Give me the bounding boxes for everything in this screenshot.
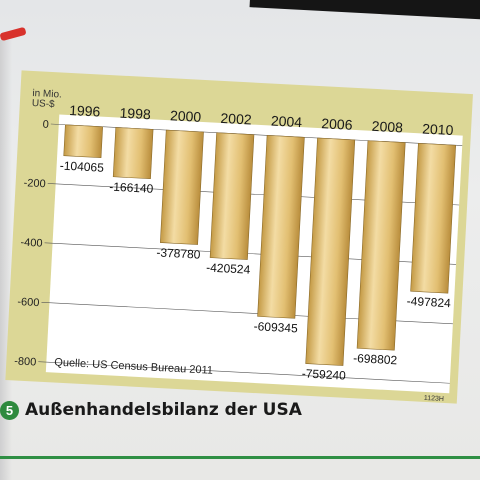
bar	[159, 129, 204, 245]
value-labels: -104065-166140 -378780 -420524 -609345 -7592…	[60, 159, 452, 383]
y-axis-unit-line1: in Mio.	[32, 88, 62, 101]
value-label: -609345	[253, 319, 298, 335]
caption-title: Außenhandelsbilanz der USA	[25, 400, 302, 420]
category-label: 2006	[321, 115, 353, 133]
category-label: 2000	[170, 107, 202, 125]
gridline	[38, 361, 450, 384]
y-axis-unit-line2: US-$	[32, 98, 56, 110]
bar	[410, 142, 456, 294]
bar	[209, 132, 255, 260]
value-label: -497824	[406, 294, 451, 310]
caption-number-badge: 5	[0, 400, 19, 420]
bar	[356, 140, 406, 351]
trade-balance-chart: 0 -200 -400 -600 -800 1996 1998 2000 2002 2004 20…	[0, 62, 480, 436]
chart-svg: 0 -200 -400 -600 -800 1996 1998 2000 2002 2004 20…	[5, 70, 473, 404]
value-label: -378780	[156, 245, 201, 261]
value-label: -759240	[301, 366, 346, 382]
category-label: 1996	[69, 102, 101, 120]
figure-code: 1123H	[424, 395, 444, 403]
category-label: 2010	[422, 120, 454, 138]
category-label: 2008	[371, 118, 403, 136]
bar	[305, 137, 356, 366]
green-divider	[0, 456, 480, 459]
category-label: 2002	[220, 110, 252, 128]
y-tick-label: -400	[20, 237, 43, 250]
value-label: -420524	[206, 260, 251, 276]
y-tick-label: -800	[14, 355, 37, 368]
value-label: -698802	[353, 351, 398, 367]
bars	[63, 124, 456, 366]
category-label: 2004	[271, 113, 303, 131]
value-label: -166140	[109, 180, 154, 196]
bar	[112, 127, 154, 180]
y-tick-label: -600	[17, 296, 40, 309]
figure-caption: 5 Außenhandelsbilanz der USA	[0, 396, 302, 424]
x-axis-categories: 1996 1998 2000 2002 2004 2006 2008 2010	[69, 102, 454, 138]
y-axis-ticks: 0 -200 -400 -600 -800	[14, 119, 49, 369]
y-tick-label: 0	[42, 119, 49, 131]
value-label: -104065	[60, 159, 105, 175]
category-label: 1998	[119, 105, 151, 123]
y-tick-label: -200	[23, 177, 46, 190]
bar	[257, 135, 305, 319]
bar	[63, 124, 103, 158]
